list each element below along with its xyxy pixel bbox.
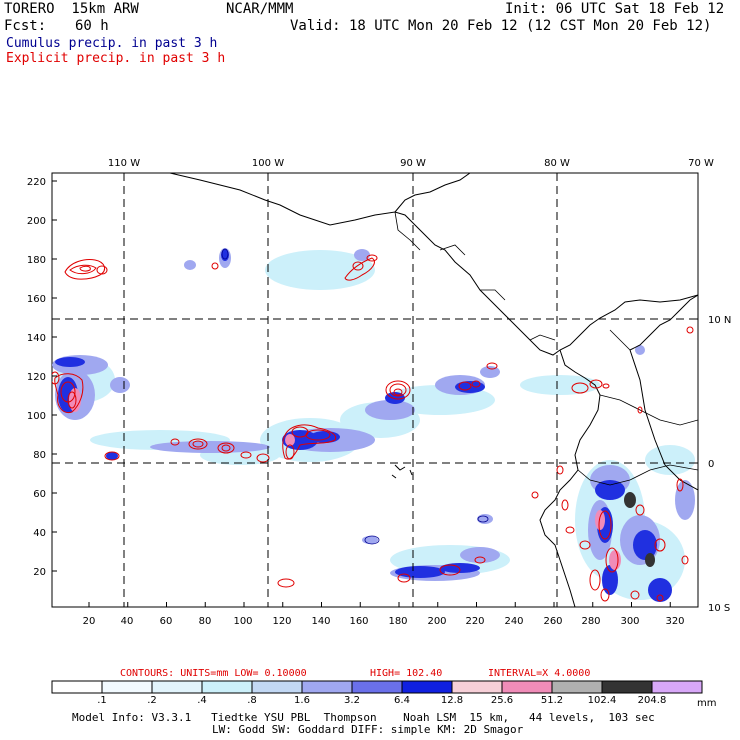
model-info-line: Model Info: V3.3.1 Tiedtke YSU PBL Thomp…: [72, 711, 655, 724]
legend-swatch: [351, 680, 403, 694]
cumulus-precip-contours: [221, 248, 489, 545]
legend-swatch: [101, 680, 153, 694]
physics-info-line: LW: Godd SW: Goddard DIFF: simple KM: 2D…: [212, 723, 524, 736]
legend-swatch: [601, 680, 653, 694]
legend-label: .1: [97, 695, 107, 706]
forecast-label: Fcst:: [4, 18, 47, 34]
bottom-axis-label: 320: [665, 616, 684, 627]
explicit-precip-contours: [52, 254, 694, 602]
left-axis-label: 100: [27, 411, 46, 422]
legend-swatch: [151, 680, 203, 694]
top-axis-label: 80 W: [544, 158, 570, 169]
cumulus-precip-label: Cumulus precip. in past 3 h: [6, 36, 218, 51]
legend-swatch: [401, 680, 453, 694]
bottom-axis-label: 20: [83, 616, 96, 627]
valid-time: Valid: 18 UTC Mon 20 Feb 12 (12 CST Mon …: [290, 18, 712, 34]
bottom-axis-label: 120: [272, 616, 291, 627]
contour-info: CONTOURS: UNITS=mm LOW= 0.10000 HIGH= 10…: [120, 668, 590, 679]
legend-swatch: [551, 680, 603, 694]
legend-swatch: [651, 680, 703, 694]
left-axis-labels: 220 200 180 160 140 120 100 80 60 40 20: [27, 177, 46, 578]
top-axis-labels: 110 W 100 W 90 W 80 W 70 W: [108, 158, 714, 169]
bottom-axis-label: 140: [311, 616, 330, 627]
legend-label: 51.2: [540, 695, 564, 706]
legend-label: .4: [197, 695, 207, 706]
legend-swatch: [501, 680, 553, 694]
country-borders: [394, 211, 698, 486]
bottom-axis-label: 40: [121, 616, 134, 627]
legend-label: 25.6: [490, 695, 514, 706]
left-axis-label: 80: [33, 450, 46, 461]
bottom-axis-labels: 20 40 60 80 100 120 140 160 180 200 220 …: [83, 616, 685, 627]
top-axis-label: 90 W: [400, 158, 426, 169]
bottom-axis-label: 260: [543, 616, 562, 627]
left-axis-label: 220: [27, 177, 46, 188]
top-axis-label: 100 W: [252, 158, 284, 169]
legend-swatch: [451, 680, 503, 694]
intense-precip-areas: [69, 388, 621, 570]
legend-label: 6.4: [394, 695, 410, 706]
legend-swatch: [51, 680, 103, 694]
left-axis-label: 140: [27, 333, 46, 344]
bottom-axis-label: 200: [427, 616, 446, 627]
legend-swatch: [251, 680, 303, 694]
left-axis-label: 120: [27, 372, 46, 383]
legend-label: 1.6: [294, 695, 310, 706]
bottom-axis-label: 160: [349, 616, 368, 627]
legend-label: .2: [147, 695, 157, 706]
legend-swatch: [201, 680, 253, 694]
bottom-axis-label: 220: [465, 616, 484, 627]
legend-unit: mm: [697, 698, 716, 709]
right-axis-label: 10 S: [708, 603, 730, 614]
right-axis-label: 0: [708, 459, 714, 470]
contour-interval-label: INTERVAL=X 4.0000: [488, 668, 590, 679]
explicit-precip-label: Explicit precip. in past 3 h: [6, 51, 226, 66]
top-axis-label: 110 W: [108, 158, 140, 169]
forecast-hours: 60 h: [75, 18, 109, 34]
legend-label: .8: [247, 695, 257, 706]
top-axis-label: 70 W: [688, 158, 714, 169]
contour-high-label: HIGH= 102.40: [370, 668, 442, 679]
legend-label: 3.2: [344, 695, 360, 706]
legend-swatch: [301, 680, 353, 694]
bottom-axis-label: 60: [160, 616, 173, 627]
legend-label: 102.4: [587, 695, 617, 706]
left-axis-label: 200: [27, 216, 46, 227]
bottom-axis-label: 100: [233, 616, 252, 627]
left-axis-label: 60: [33, 489, 46, 500]
bottom-axis-label: 300: [620, 616, 639, 627]
axis-ticks: [52, 173, 698, 607]
color-legend-bar: [51, 680, 703, 694]
bottom-axis-label: 80: [199, 616, 212, 627]
bottom-axis-label: 180: [388, 616, 407, 627]
bottom-axis-label: 280: [581, 616, 600, 627]
init-time: Init: 06 UTC Sat 18 Feb 12: [505, 1, 725, 17]
legend-label: 12.8: [440, 695, 464, 706]
organization-label: NCAR/MMM: [226, 1, 294, 17]
left-axis-label: 20: [33, 567, 46, 578]
extreme-precip-areas: [624, 492, 655, 567]
lat-lon-grid: [52, 173, 698, 607]
right-axis-labels: 10 N 0 10 S: [708, 315, 731, 614]
left-axis-label: 180: [27, 255, 46, 266]
right-axis-label: 10 N: [708, 315, 731, 326]
model-title: TORERO 15km ARW: [4, 1, 139, 17]
bottom-axis-label: 240: [504, 616, 523, 627]
contour-units-label: CONTOURS: UNITS=mm LOW= 0.10000: [120, 668, 307, 679]
legend-label: 204.8: [637, 695, 667, 706]
left-axis-label: 160: [27, 294, 46, 305]
left-axis-label: 40: [33, 528, 46, 539]
